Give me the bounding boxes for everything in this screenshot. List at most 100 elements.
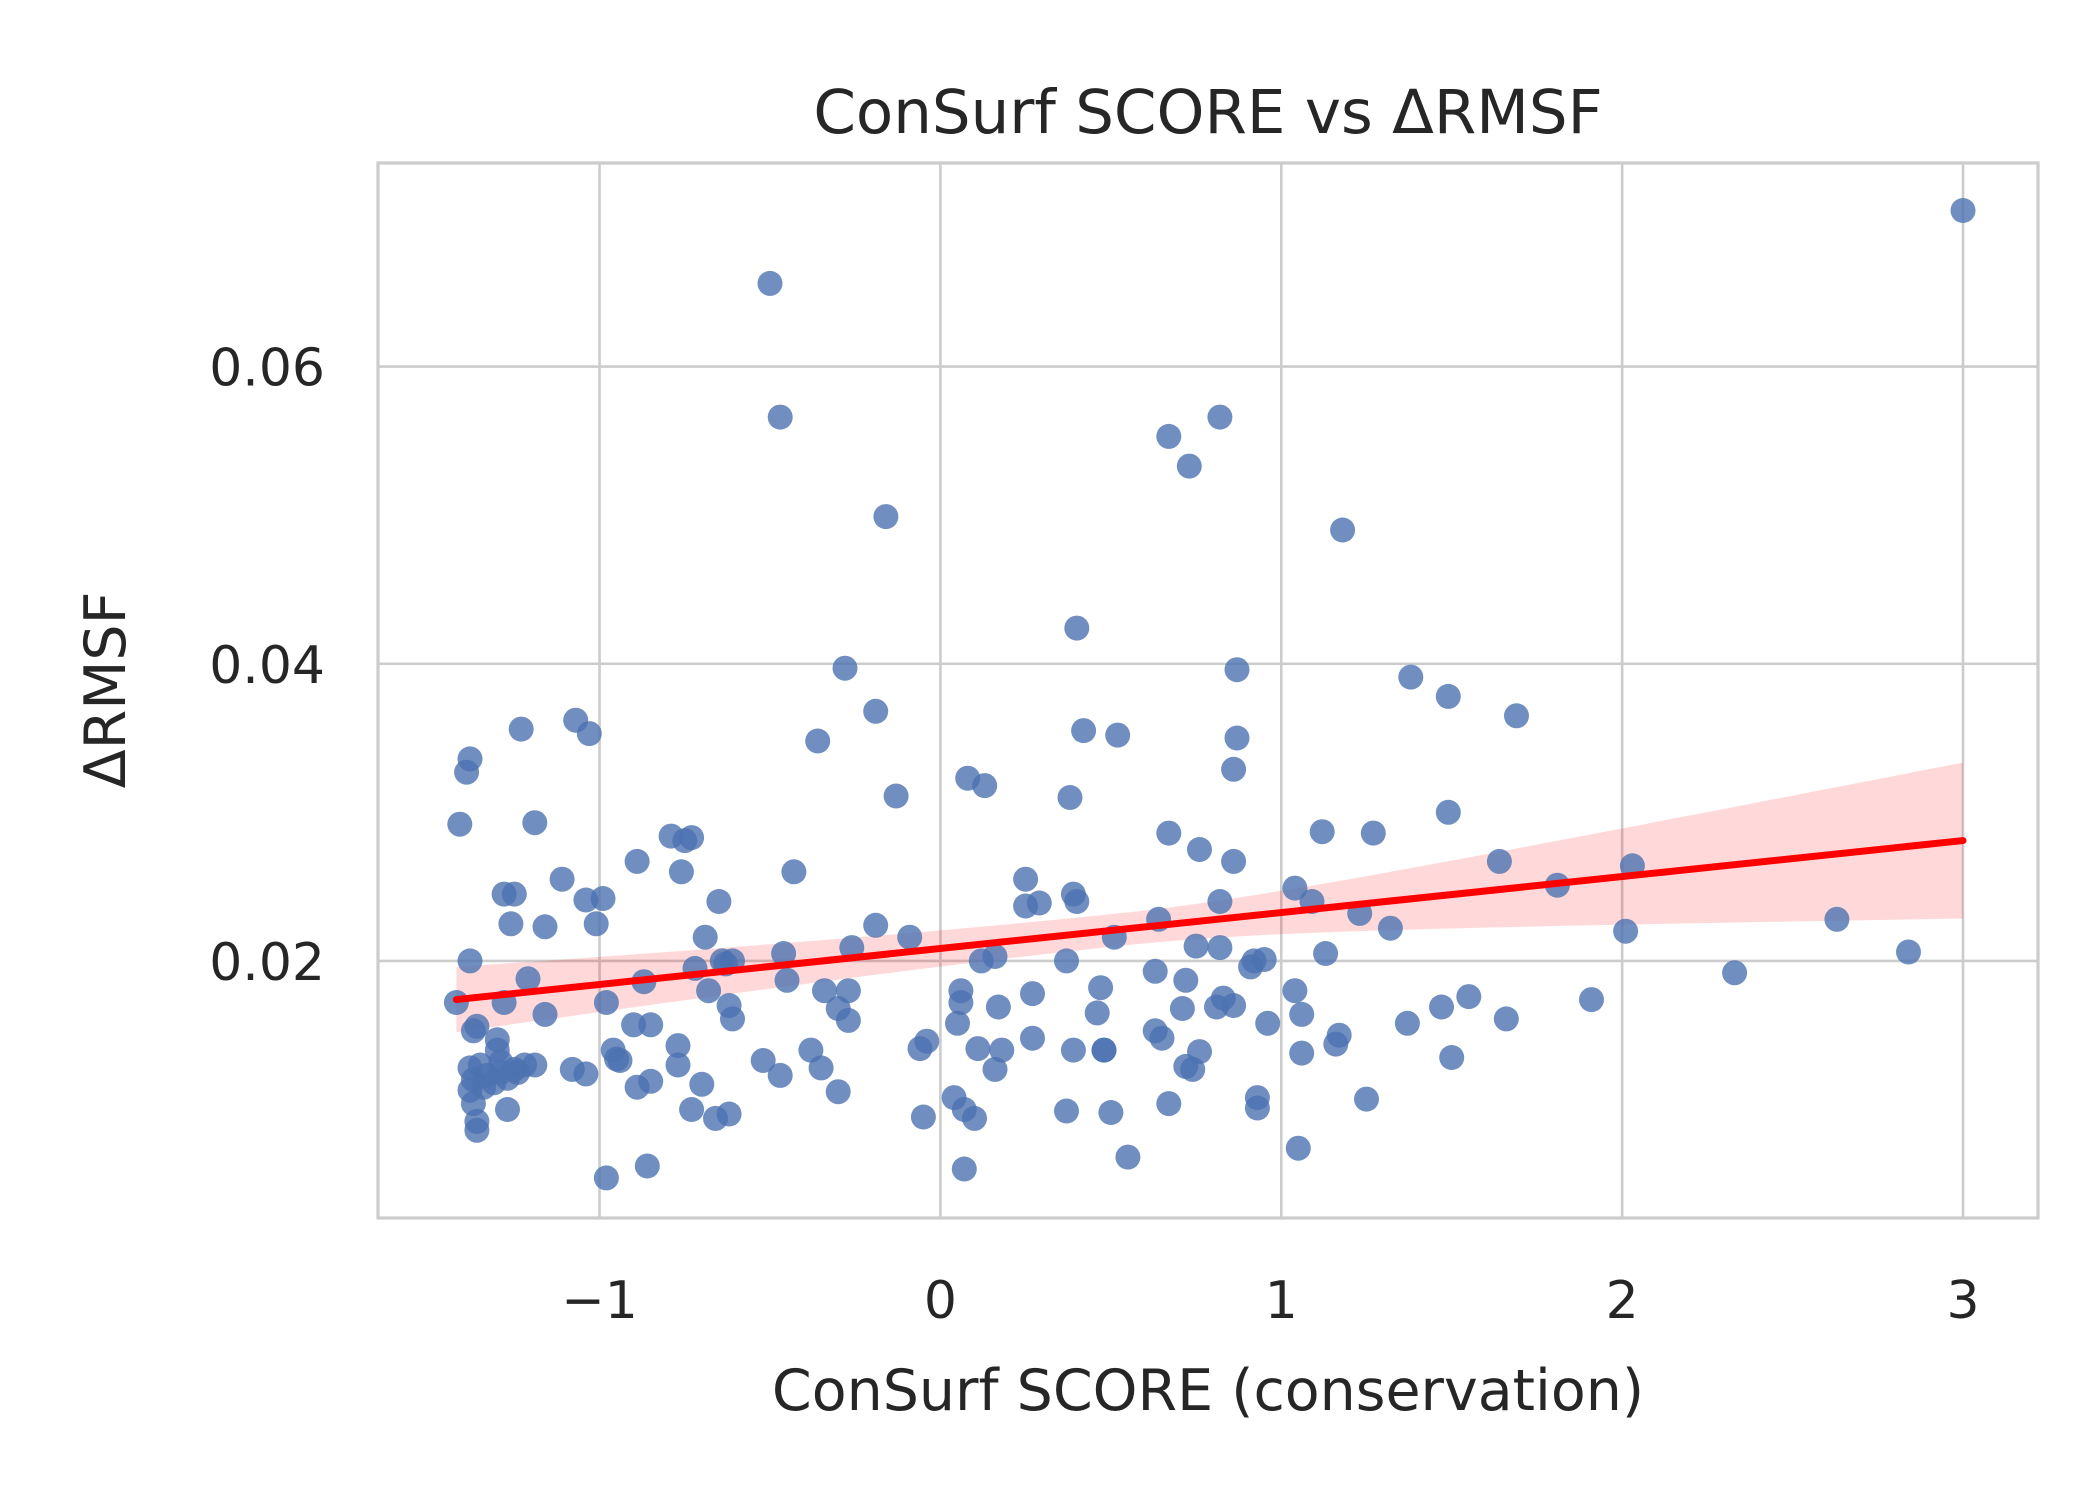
data-point: [985, 994, 1011, 1020]
data-point: [1156, 423, 1182, 449]
y-tick-label: 0.06: [209, 339, 325, 399]
data-point: [679, 1097, 705, 1122]
data-point: [679, 825, 705, 851]
y-tick-labels: 0.02 0.04 0.06: [209, 339, 325, 993]
x-axis-title: ConSurf SCORE (conservation): [772, 1358, 1644, 1424]
data-point: [590, 886, 616, 911]
data-point: [1187, 1039, 1212, 1065]
data-point: [1084, 1000, 1110, 1026]
data-point: [863, 912, 889, 938]
data-point: [982, 944, 1008, 969]
y-tick-label: 0.04: [209, 636, 325, 696]
data-point: [1435, 799, 1461, 825]
data-point: [914, 1028, 940, 1054]
data-point: [1326, 1022, 1352, 1048]
data-point: [781, 859, 807, 885]
data-point: [808, 1055, 834, 1081]
plot-frame: [376, 161, 2040, 1220]
data-point: [1824, 906, 1850, 932]
data-point: [1493, 1006, 1519, 1032]
data-point: [1398, 664, 1424, 690]
data-point: [1057, 785, 1083, 810]
regression-confidence-band: [456, 762, 1963, 1033]
data-point: [607, 1048, 633, 1073]
data-point: [1289, 1040, 1315, 1066]
data-point: [812, 978, 837, 1004]
data-point: [1486, 848, 1512, 874]
data-point: [951, 1156, 977, 1182]
data-point: [1435, 683, 1461, 709]
data-point: [665, 1052, 691, 1078]
data-point: [1115, 1144, 1141, 1170]
data-point: [965, 1036, 991, 1062]
data-point: [1156, 1091, 1182, 1117]
data-point: [1285, 1135, 1311, 1161]
data-point: [1950, 198, 1976, 223]
data-point: [1142, 958, 1168, 984]
data-point: [1282, 875, 1308, 901]
data-point: [989, 1037, 1015, 1063]
data-point: [948, 978, 974, 1004]
data-point: [457, 746, 483, 772]
data-point: [498, 911, 524, 937]
data-point: [1105, 722, 1131, 748]
data-point: [1429, 994, 1454, 1020]
data-point: [1613, 918, 1639, 944]
data-point: [1255, 1010, 1281, 1036]
data-point: [668, 859, 694, 885]
data-point: [1071, 718, 1097, 744]
data-point: [1439, 1045, 1465, 1070]
data-point: [832, 655, 858, 681]
data-point: [447, 811, 473, 837]
data-point: [1221, 756, 1247, 782]
data-point: [1054, 948, 1079, 974]
data-point: [1224, 657, 1250, 683]
data-point: [805, 728, 831, 754]
x-tick-label: 3: [1946, 1271, 1979, 1331]
data-point: [522, 1052, 548, 1078]
data-point: [767, 1062, 793, 1088]
y-gridlines: [378, 365, 2038, 963]
data-point: [774, 967, 800, 993]
x-gridlines: [598, 163, 1965, 1218]
data-point: [1579, 987, 1604, 1013]
data-point: [1054, 1098, 1079, 1124]
data-point: [1098, 1100, 1124, 1125]
data-point: [464, 1117, 490, 1143]
data-point: [757, 270, 783, 296]
data-point: [1221, 993, 1247, 1018]
data-point: [706, 889, 732, 914]
data-point: [1394, 1010, 1420, 1036]
data-point: [1896, 939, 1921, 965]
data-point: [1060, 1037, 1086, 1063]
data-point: [873, 504, 899, 530]
regression-line: [452, 837, 1967, 1004]
x-tick-label: 1: [1265, 1271, 1298, 1331]
data-point: [1377, 915, 1403, 941]
data-point: [1176, 453, 1202, 479]
data-point: [1504, 703, 1529, 729]
data-point: [689, 1071, 715, 1097]
data-point: [1064, 889, 1090, 914]
data-point: [696, 978, 722, 1004]
x-tick-label: 2: [1606, 1271, 1639, 1331]
x-tick-label: 0: [924, 1271, 957, 1331]
data-point: [583, 911, 609, 937]
data-point: [1169, 996, 1195, 1021]
data-point: [972, 773, 998, 799]
data-point: [825, 1079, 851, 1105]
data-point: [624, 848, 650, 874]
data-point: [1207, 935, 1233, 961]
data-point: [1156, 820, 1182, 846]
data-point: [515, 966, 541, 992]
data-point: [573, 1061, 599, 1087]
data-point: [522, 810, 548, 836]
data-point: [495, 1097, 520, 1122]
data-point: [532, 1001, 558, 1027]
data-point: [771, 941, 797, 966]
data-point: [1313, 941, 1339, 966]
data-point: [1456, 984, 1482, 1010]
data-point: [1013, 866, 1039, 892]
data-point: [576, 721, 602, 747]
y-axis-title: ΔRMSF: [73, 592, 139, 789]
